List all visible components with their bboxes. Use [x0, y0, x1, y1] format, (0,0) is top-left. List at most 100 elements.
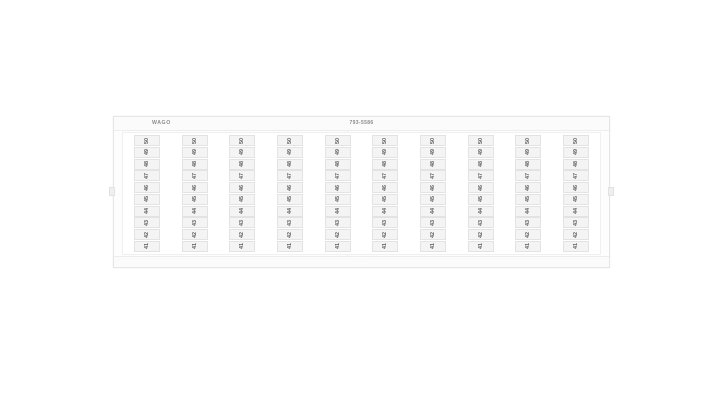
marker-strip[interactable]: 50 49 48 47 46 45 44 43 42 41 — [276, 135, 303, 252]
marker-tile[interactable]: 41 — [467, 240, 494, 252]
marker-tile[interactable]: 48 — [515, 158, 542, 170]
marker-tile[interactable]: 50 — [419, 135, 446, 147]
marker-tile[interactable]: 46 — [133, 182, 160, 194]
marker-strip[interactable]: 50 49 48 47 46 45 44 43 42 41 — [229, 135, 256, 252]
marker-strip[interactable]: 50 49 48 47 46 45 44 43 42 41 — [133, 135, 160, 252]
marker-tile[interactable]: 47 — [467, 170, 494, 182]
marker-tile[interactable]: 47 — [229, 170, 256, 182]
marker-tile[interactable]: 42 — [563, 229, 590, 241]
marker-strip[interactable]: 50 49 48 47 46 45 44 43 42 41 — [467, 135, 494, 252]
marker-tile[interactable]: 49 — [372, 146, 399, 158]
marker-tile[interactable]: 50 — [563, 135, 590, 147]
marker-tile[interactable]: 42 — [372, 229, 399, 241]
marker-tile[interactable]: 49 — [515, 146, 542, 158]
marker-tile[interactable]: 47 — [181, 170, 208, 182]
marker-tile[interactable]: 47 — [563, 170, 590, 182]
marker-tile[interactable]: 46 — [419, 182, 446, 194]
marker-tile[interactable]: 48 — [324, 158, 351, 170]
marker-tile[interactable]: 46 — [276, 182, 303, 194]
marker-tile[interactable]: 49 — [324, 146, 351, 158]
marker-tile[interactable]: 45 — [276, 193, 303, 205]
marker-tile[interactable]: 47 — [372, 170, 399, 182]
marker-strip[interactable]: 50 49 48 47 46 45 44 43 42 41 — [419, 135, 446, 252]
marker-strip[interactable]: 50 49 48 47 46 45 44 43 42 41 — [563, 135, 590, 252]
marker-tile[interactable]: 50 — [229, 135, 256, 147]
marker-tile[interactable]: 46 — [563, 182, 590, 194]
marker-strip[interactable]: 50 49 48 47 46 45 44 43 42 41 — [372, 135, 399, 252]
marker-tile[interactable]: 50 — [467, 135, 494, 147]
marker-tile[interactable]: 48 — [372, 158, 399, 170]
marker-tile[interactable]: 44 — [276, 205, 303, 217]
marker-tile[interactable]: 44 — [324, 205, 351, 217]
marker-tile[interactable]: 49 — [467, 146, 494, 158]
marker-tile[interactable]: 50 — [276, 135, 303, 147]
marker-strip[interactable]: 50 49 48 47 46 45 44 43 42 41 — [515, 135, 542, 252]
marker-tile[interactable]: 48 — [181, 158, 208, 170]
marker-tile[interactable]: 45 — [515, 193, 542, 205]
marker-tile[interactable]: 43 — [181, 217, 208, 229]
marker-tile[interactable]: 42 — [324, 229, 351, 241]
marker-tile[interactable]: 50 — [515, 135, 542, 147]
marker-tile[interactable]: 43 — [133, 217, 160, 229]
marker-tile[interactable]: 43 — [467, 217, 494, 229]
marker-tile[interactable]: 48 — [563, 158, 590, 170]
marker-tile[interactable]: 44 — [229, 205, 256, 217]
marker-tile[interactable]: 41 — [133, 240, 160, 252]
marker-tile[interactable]: 42 — [181, 229, 208, 241]
marker-tile[interactable]: 47 — [419, 170, 446, 182]
marker-tile[interactable]: 41 — [372, 240, 399, 252]
marker-tile[interactable]: 49 — [181, 146, 208, 158]
marker-tile[interactable]: 44 — [181, 205, 208, 217]
marker-tile[interactable]: 42 — [467, 229, 494, 241]
marker-tile[interactable]: 42 — [419, 229, 446, 241]
marker-tile[interactable]: 46 — [467, 182, 494, 194]
marker-tile[interactable]: 45 — [133, 193, 160, 205]
marker-tile[interactable]: 41 — [515, 240, 542, 252]
marker-tile[interactable]: 46 — [515, 182, 542, 194]
marker-tile[interactable]: 42 — [133, 229, 160, 241]
marker-tile[interactable]: 44 — [372, 205, 399, 217]
marker-tile[interactable]: 43 — [229, 217, 256, 229]
marker-tile[interactable]: 44 — [515, 205, 542, 217]
marker-tile[interactable]: 45 — [324, 193, 351, 205]
marker-tile[interactable]: 42 — [515, 229, 542, 241]
marker-tile[interactable]: 41 — [563, 240, 590, 252]
marker-tile[interactable]: 50 — [133, 135, 160, 147]
marker-tile[interactable]: 47 — [276, 170, 303, 182]
marker-tile[interactable]: 44 — [563, 205, 590, 217]
marker-tile[interactable]: 50 — [372, 135, 399, 147]
marker-tile[interactable]: 41 — [324, 240, 351, 252]
marker-tile[interactable]: 41 — [276, 240, 303, 252]
marker-tile[interactable]: 43 — [563, 217, 590, 229]
marker-tile[interactable]: 43 — [276, 217, 303, 229]
marker-tile[interactable]: 49 — [133, 146, 160, 158]
marker-tile[interactable]: 45 — [181, 193, 208, 205]
marker-tile[interactable]: 46 — [324, 182, 351, 194]
marker-tile[interactable]: 41 — [229, 240, 256, 252]
marker-tile[interactable]: 41 — [419, 240, 446, 252]
marker-tile[interactable]: 43 — [515, 217, 542, 229]
marker-tile[interactable]: 50 — [181, 135, 208, 147]
marker-tile[interactable]: 47 — [324, 170, 351, 182]
marker-tile[interactable]: 48 — [467, 158, 494, 170]
marker-tile[interactable]: 48 — [419, 158, 446, 170]
marker-tile[interactable]: 49 — [419, 146, 446, 158]
marker-tile[interactable]: 44 — [133, 205, 160, 217]
marker-tile[interactable]: 44 — [467, 205, 494, 217]
marker-tile[interactable]: 42 — [229, 229, 256, 241]
marker-tile[interactable]: 46 — [372, 182, 399, 194]
marker-tile[interactable]: 41 — [181, 240, 208, 252]
marker-tile[interactable]: 42 — [276, 229, 303, 241]
marker-tile[interactable]: 44 — [419, 205, 446, 217]
marker-strip[interactable]: 50 49 48 47 46 45 44 43 42 41 — [324, 135, 351, 252]
marker-tile[interactable]: 49 — [276, 146, 303, 158]
marker-tile[interactable]: 43 — [419, 217, 446, 229]
marker-tile[interactable]: 48 — [133, 158, 160, 170]
marker-tile[interactable]: 43 — [324, 217, 351, 229]
marker-tile[interactable]: 45 — [372, 193, 399, 205]
marker-tile[interactable]: 47 — [133, 170, 160, 182]
marker-tile[interactable]: 50 — [324, 135, 351, 147]
marker-tile[interactable]: 47 — [515, 170, 542, 182]
marker-tile[interactable]: 43 — [372, 217, 399, 229]
marker-tile[interactable]: 49 — [563, 146, 590, 158]
